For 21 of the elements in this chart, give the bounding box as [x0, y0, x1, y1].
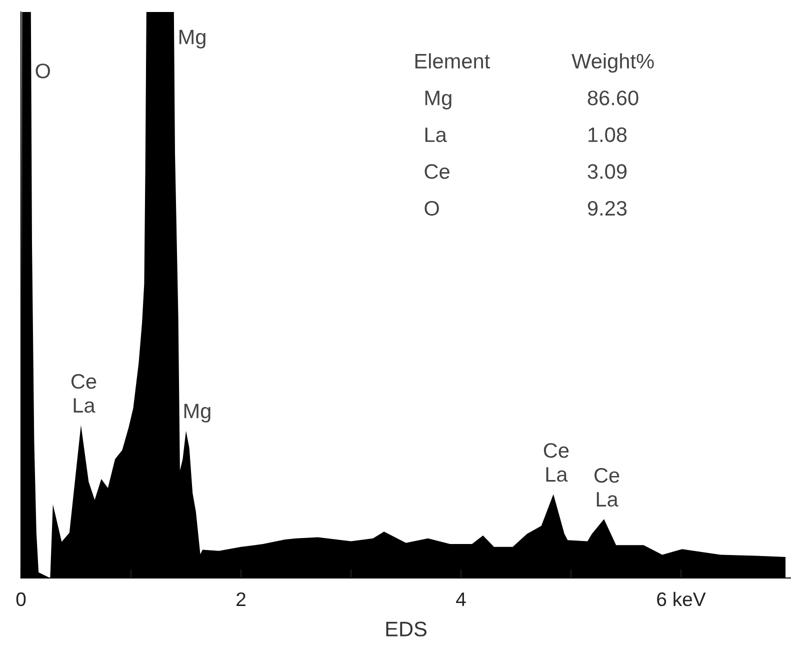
annotation: Weight%	[572, 53, 654, 73]
annotation: O	[36, 64, 50, 78]
x-tick-label: 6 keV	[657, 592, 706, 606]
annotation: Mg	[184, 404, 210, 423]
annotation: O	[424, 200, 439, 216]
annotation: 9.23	[588, 200, 627, 216]
annotation: Ce La	[594, 468, 620, 507]
annotation: Mg	[425, 90, 452, 110]
annotation: La	[425, 128, 447, 142]
x-axis-title: EDS	[386, 622, 426, 636]
annotation: Mg	[179, 30, 206, 49]
annotation: 3.09	[588, 164, 627, 179]
annotation: 86.60	[588, 90, 638, 106]
x-tick-label: 4	[456, 592, 466, 606]
x-tick-label: 2	[236, 592, 246, 606]
annotation: Ce	[424, 164, 450, 179]
annotation: Ce La	[544, 443, 569, 482]
annotation: Ce La	[71, 374, 96, 413]
annotation: Element	[415, 53, 490, 69]
x-tick-label: 0	[16, 592, 26, 606]
annotation: 1.08	[588, 127, 627, 142]
